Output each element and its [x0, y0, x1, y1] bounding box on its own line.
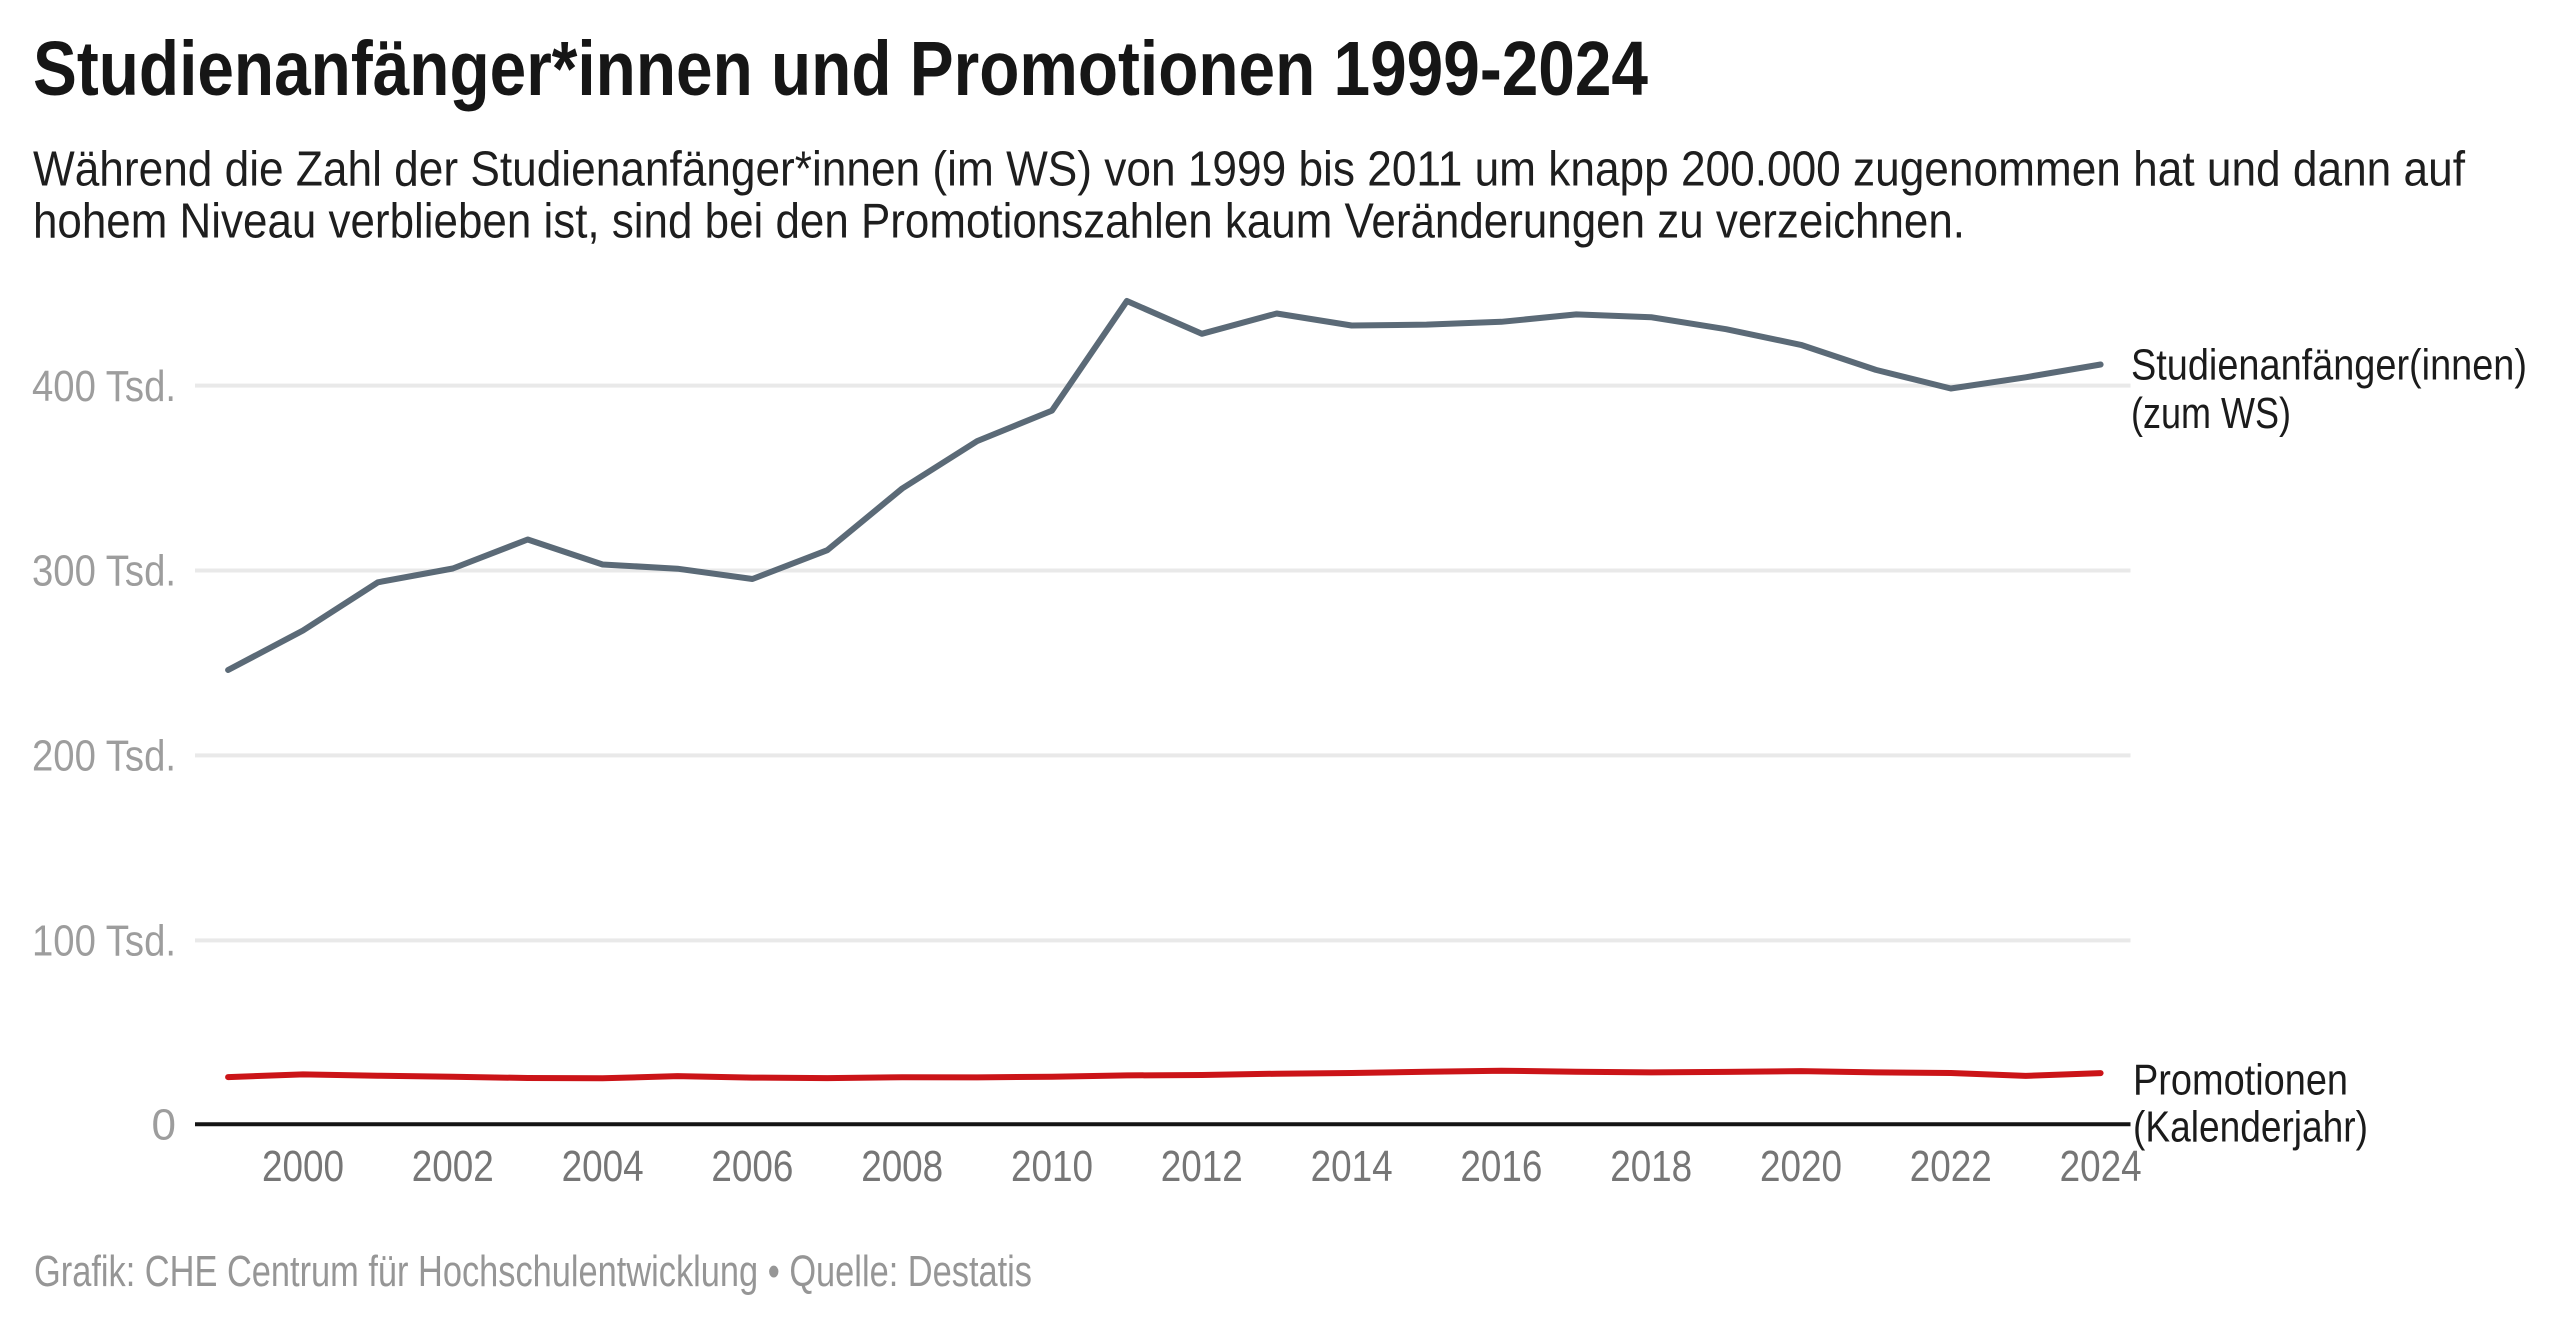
svg-text:2016: 2016 [1460, 1142, 1542, 1191]
svg-text:2014: 2014 [1311, 1142, 1393, 1191]
svg-text:Während die Zahl der Studienan: Während die Zahl der Studienanfänger*inn… [33, 143, 2465, 197]
svg-text:2006: 2006 [711, 1142, 793, 1191]
svg-text:(zum WS): (zum WS) [2131, 389, 2291, 438]
svg-text:400 Tsd.: 400 Tsd. [32, 362, 176, 411]
svg-text:2012: 2012 [1161, 1142, 1243, 1191]
svg-text:Studienanfänger(innen): Studienanfänger(innen) [2131, 340, 2527, 389]
svg-text:Promotionen: Promotionen [2133, 1055, 2348, 1104]
svg-text:300 Tsd.: 300 Tsd. [32, 547, 176, 596]
svg-text:2022: 2022 [1910, 1142, 1992, 1191]
svg-text:2020: 2020 [1760, 1142, 1842, 1191]
svg-text:Studienanfänger*innen und Prom: Studienanfänger*innen und Promotionen 19… [33, 26, 1648, 112]
svg-text:2008: 2008 [861, 1142, 943, 1191]
svg-text:(Kalenderjahr): (Kalenderjahr) [2133, 1102, 2368, 1151]
svg-text:2000: 2000 [262, 1142, 344, 1191]
svg-text:hohem Niveau verblieben ist, s: hohem Niveau verblieben ist, sind bei de… [33, 195, 1965, 249]
svg-text:200 Tsd.: 200 Tsd. [32, 732, 176, 781]
svg-text:Grafik: CHE Centrum für Hochsc: Grafik: CHE Centrum für Hochschulentwick… [34, 1247, 1032, 1296]
svg-text:0: 0 [152, 1101, 176, 1150]
svg-text:2002: 2002 [412, 1142, 494, 1191]
svg-text:2018: 2018 [1610, 1142, 1692, 1191]
svg-text:100 Tsd.: 100 Tsd. [32, 917, 176, 966]
svg-text:2004: 2004 [562, 1142, 644, 1191]
svg-text:2010: 2010 [1011, 1142, 1093, 1191]
svg-text:2024: 2024 [2060, 1142, 2142, 1191]
